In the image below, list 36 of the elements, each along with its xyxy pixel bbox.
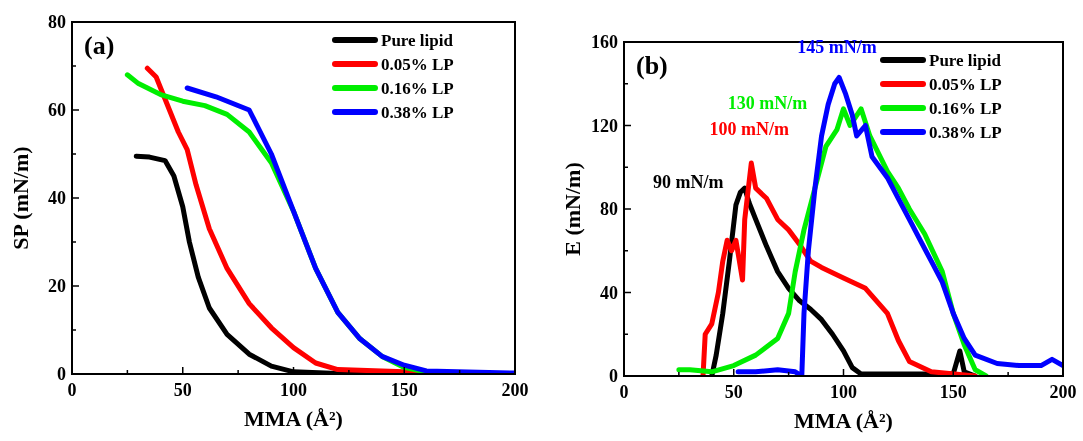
legend-label: 0.38% LP [381, 103, 454, 122]
annotation: 130 mN/m [727, 92, 808, 113]
annotation: 145 mN/m [797, 37, 877, 58]
annotation: (a) [84, 31, 115, 60]
x-tick-label: 100 [280, 380, 307, 400]
x-tick-label: 150 [939, 382, 967, 402]
annotation: 100 mN/m [709, 119, 790, 140]
y-tick-label: 0 [57, 364, 66, 384]
legend-label: 0.38% LP [929, 123, 1002, 142]
y-tick-label: 60 [48, 100, 66, 120]
y-tick-label: 80 [48, 12, 66, 32]
y-tick-label: 160 [591, 32, 618, 52]
annotation: 90 mN/m [653, 172, 724, 193]
x-tick-label: 150 [390, 380, 418, 400]
annotation: (b) [636, 51, 668, 80]
x-axis-title: MMA (Å²) [244, 406, 343, 431]
y-tick-label: 0 [609, 366, 618, 386]
y-tick-label: 40 [600, 282, 618, 303]
x-tick-label: 200 [501, 380, 529, 400]
x-tick-label: 50 [724, 382, 743, 402]
y-tick-label: 40 [48, 188, 66, 208]
legend-label: 0.16% LP [929, 99, 1002, 118]
legend-label: Pure lipid [929, 51, 1002, 70]
y-tick-label: 80 [600, 199, 618, 219]
legend-label: Pure lipid [381, 31, 454, 50]
legend-label: 0.05% LP [929, 75, 1002, 94]
legend-label: 0.05% LP [381, 55, 454, 74]
x-tick-label: 200 [1049, 382, 1077, 402]
y-axis-title: E (mN/m) [560, 162, 585, 256]
x-tick-label: 50 [173, 380, 192, 400]
y-tick-label: 20 [48, 276, 66, 296]
y-axis-title: SP (mN/m) [8, 146, 33, 250]
legend-label: 0.16% LP [381, 79, 454, 98]
x-axis-title: MMA (Å²) [794, 408, 893, 433]
x-tick-label: 100 [830, 382, 857, 402]
y-tick-label: 120 [591, 115, 618, 136]
